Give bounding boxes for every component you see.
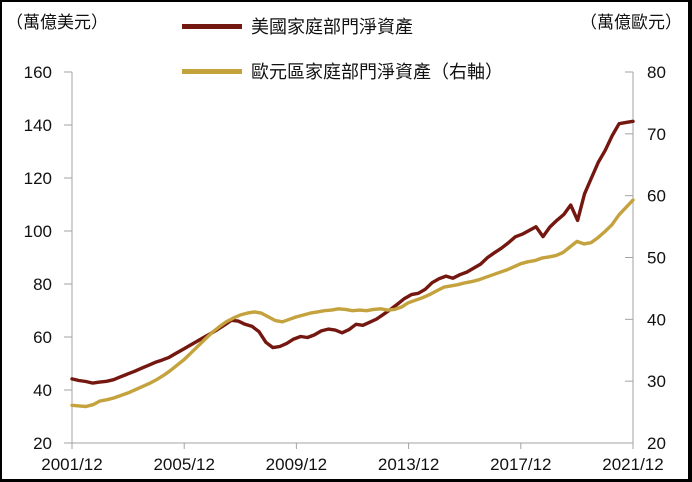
left-axis-tick-label: 120 bbox=[24, 169, 52, 188]
legend-item-ea: 歐元區家庭部門淨資產（右軸） bbox=[182, 58, 503, 84]
image-border-left bbox=[0, 0, 2, 482]
right-axis-unit-label: （萬億歐元） bbox=[580, 13, 682, 32]
right-axis-tick-label: 30 bbox=[647, 372, 666, 391]
left-axis-tick-label: 40 bbox=[33, 381, 52, 400]
right-axis-tick-label: 60 bbox=[647, 187, 666, 206]
ea-series-line bbox=[70, 198, 635, 409]
left-axis-tick-label: 160 bbox=[24, 63, 52, 82]
left-axis-tick-label: 80 bbox=[33, 275, 52, 294]
ea-line-swatch bbox=[182, 68, 242, 74]
right-axis-tick-label: 20 bbox=[647, 434, 666, 453]
x-axis-tick-label: 2017/12 bbox=[490, 455, 551, 474]
left-axis-tick-label: 140 bbox=[24, 116, 52, 135]
legend-label-us: 美國家庭部門淨資產 bbox=[251, 17, 413, 37]
image-border-bottom bbox=[0, 479, 692, 482]
us-series-line bbox=[70, 119, 635, 385]
left-axis-tick-label: 100 bbox=[24, 222, 52, 241]
legend-label-ea: 歐元區家庭部門淨資產（右軸） bbox=[251, 62, 503, 82]
left-axis-tick-label: 20 bbox=[33, 434, 52, 453]
image-border-top bbox=[0, 0, 692, 2]
legend-item-us: 美國家庭部門淨資產 bbox=[182, 13, 413, 39]
x-axis-tick-label: 2013/12 bbox=[378, 455, 439, 474]
x-axis-tick-label: 2009/12 bbox=[266, 455, 327, 474]
x-axis-tick-label: 2005/12 bbox=[153, 455, 214, 474]
x-axis-tick-label: 2001/12 bbox=[41, 455, 102, 474]
x-axis-tick-label: 2021/12 bbox=[602, 455, 663, 474]
right-axis-tick-label: 80 bbox=[647, 63, 666, 82]
right-axis-tick-label: 50 bbox=[647, 249, 666, 268]
left-axis-tick-label: 60 bbox=[33, 328, 52, 347]
right-axis-tick-label: 70 bbox=[647, 125, 666, 144]
us-line-swatch bbox=[182, 23, 242, 29]
image-border-right bbox=[688, 0, 692, 482]
left-axis-unit-label: （萬億美元） bbox=[6, 13, 108, 32]
right-axis-tick-label: 40 bbox=[647, 310, 666, 329]
